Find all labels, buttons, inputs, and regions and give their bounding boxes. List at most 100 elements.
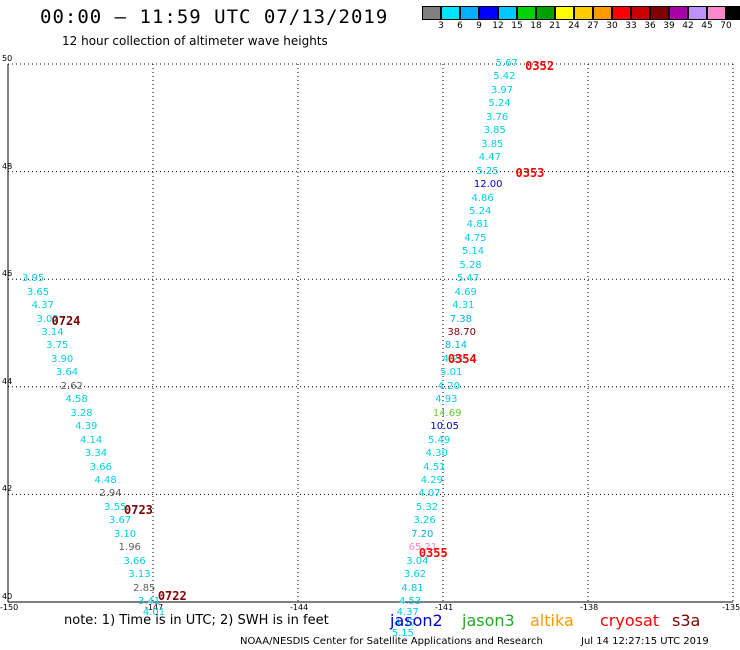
- wave-height-value: 4.29: [420, 474, 444, 486]
- wave-height-value: 8.14: [444, 340, 468, 352]
- generated-timestamp: Jul 14 12:27:15 UTC 2019: [581, 636, 709, 647]
- x-tick-label: -141: [435, 603, 454, 612]
- color-scale-swatch: [669, 6, 688, 20]
- units-note: note: 1) Time is in UTC; 2) SWH is in fe…: [64, 613, 329, 628]
- wave-height-value: 5.14: [461, 246, 485, 258]
- color-scale-label: 33: [625, 21, 637, 31]
- pass-time-label: 0722: [157, 588, 187, 603]
- color-scale-swatch: [555, 6, 574, 20]
- wave-height-value: 5.28: [459, 259, 482, 271]
- pass-time-label: 0353: [515, 166, 545, 181]
- pass-time-label: 0352: [525, 58, 555, 73]
- color-scale-swatch: [498, 6, 517, 20]
- y-tick-label: 40: [2, 592, 13, 601]
- x-tick-label: -144: [290, 603, 309, 612]
- legend-item-jason2: jason2: [390, 611, 443, 630]
- wave-height-value: 5.49: [428, 434, 451, 446]
- wave-height-value: 5.15: [391, 628, 415, 640]
- color-scale-swatch: [536, 6, 555, 20]
- wave-height-value: 3.41: [138, 596, 161, 607]
- wave-height-value: 4.86: [471, 192, 494, 204]
- color-scale-swatch: [612, 6, 631, 20]
- wave-height-value: 4.07: [418, 488, 441, 500]
- wave-height-value: 5.42: [493, 71, 516, 83]
- y-tick-label: 50: [2, 54, 13, 63]
- wave-height-value: 1.96: [118, 542, 141, 554]
- wave-height-value: 5.47: [457, 273, 480, 285]
- color-scale-swatch: [707, 6, 726, 20]
- wave-height-value: 3.67: [109, 515, 132, 527]
- y-tick-label: 46: [2, 269, 13, 279]
- wave-height-value: 4.37: [31, 300, 54, 312]
- color-scale-label: 12: [492, 21, 504, 31]
- wave-height-value: 2.85: [133, 582, 156, 594]
- wave-height-value: 4.31: [452, 300, 475, 312]
- wave-height-value: 5.25: [476, 165, 499, 177]
- wave-height-value: 5.67: [495, 58, 518, 69]
- color-scale-label: 18: [530, 21, 542, 31]
- legend-item-altika: altika: [530, 611, 574, 630]
- y-tick-label: 42: [2, 484, 13, 494]
- wave-height-value: 3.13: [128, 569, 151, 581]
- wave-height-value: 4.20: [437, 380, 460, 392]
- wave-height-value: 3.62: [403, 569, 427, 581]
- pass-time-label: 0354: [447, 351, 477, 366]
- pass-time-label: 0723: [124, 502, 153, 517]
- chart-title: 00:00 – 11:59 UTC 07/13/2019: [40, 6, 389, 28]
- wave-height-value: 38.70: [447, 327, 476, 338]
- wave-height-value: 4.48: [94, 474, 117, 486]
- chart-subtitle: 12 hour collection of altimeter wave hei…: [62, 34, 328, 48]
- color-scale-label: 21: [549, 21, 561, 31]
- legend-item-jason3: jason3: [462, 611, 515, 630]
- wave-height-value: 4.01: [142, 606, 166, 618]
- wave-height-value: 7.20: [411, 528, 434, 540]
- wave-height-value: 3.34: [84, 448, 108, 460]
- color-scale-swatch: [593, 6, 612, 20]
- wave-height-value: 4.53: [399, 596, 422, 607]
- color-scale-swatch: [460, 6, 479, 20]
- color-scale-label: 36: [644, 21, 656, 31]
- pass-time-label: 0724: [51, 314, 81, 329]
- wave-height-value: 4.81: [401, 582, 424, 594]
- wave-height-value: 4.30: [425, 448, 448, 460]
- wave-height-value: 4.47: [478, 152, 502, 164]
- wave-height-value: 4.69: [454, 286, 477, 298]
- wave-height-value: 2.62: [60, 380, 83, 392]
- color-scale-swatch: [517, 6, 536, 20]
- wave-height-value: 4.37: [396, 606, 419, 618]
- color-scale-label: 3: [438, 21, 444, 31]
- y-tick-label: 48: [2, 161, 13, 171]
- wave-height-value: 3.66: [89, 461, 112, 473]
- wave-height-value: 4.77: [394, 617, 417, 629]
- wave-height-value: 3.64: [55, 367, 79, 379]
- y-tick-label: 44: [2, 376, 13, 386]
- color-scale-swatch: [726, 6, 740, 20]
- pass-time-label: 0355: [418, 545, 448, 560]
- wave-height-value: 4.39: [75, 421, 98, 433]
- wave-height-value: 4.81: [466, 219, 489, 231]
- wave-height-value: 12.00: [473, 179, 503, 191]
- wave-height-value: 5.24: [469, 205, 492, 217]
- wave-height-value: 3.14: [41, 327, 64, 338]
- color-scale-label: 30: [606, 21, 618, 31]
- wave-height-value: 5.01: [440, 367, 463, 379]
- wave-height-value: 4.51: [423, 461, 446, 473]
- x-tick-label: -150: [0, 603, 19, 612]
- color-scale-label: 45: [701, 21, 713, 31]
- color-scale-label: 42: [682, 21, 694, 31]
- color-scale-label: 24: [568, 21, 580, 31]
- wave-height-value: 3.28: [70, 407, 93, 419]
- wave-height-value: 14.69: [432, 407, 462, 419]
- color-scale-label: 39: [663, 21, 675, 31]
- wave-height-value: 3.55: [104, 501, 127, 513]
- wave-height-value: 3.75: [46, 340, 69, 352]
- wave-height-value: 65.21: [408, 542, 438, 554]
- color-scale-label: 6: [457, 21, 463, 31]
- wave-height-value: 4.93: [435, 394, 458, 406]
- color-scale-swatch: [574, 6, 593, 20]
- color-scale-label: 15: [511, 21, 523, 31]
- color-scale-label: 9: [476, 21, 482, 31]
- wave-height-value: 3.85: [483, 125, 506, 137]
